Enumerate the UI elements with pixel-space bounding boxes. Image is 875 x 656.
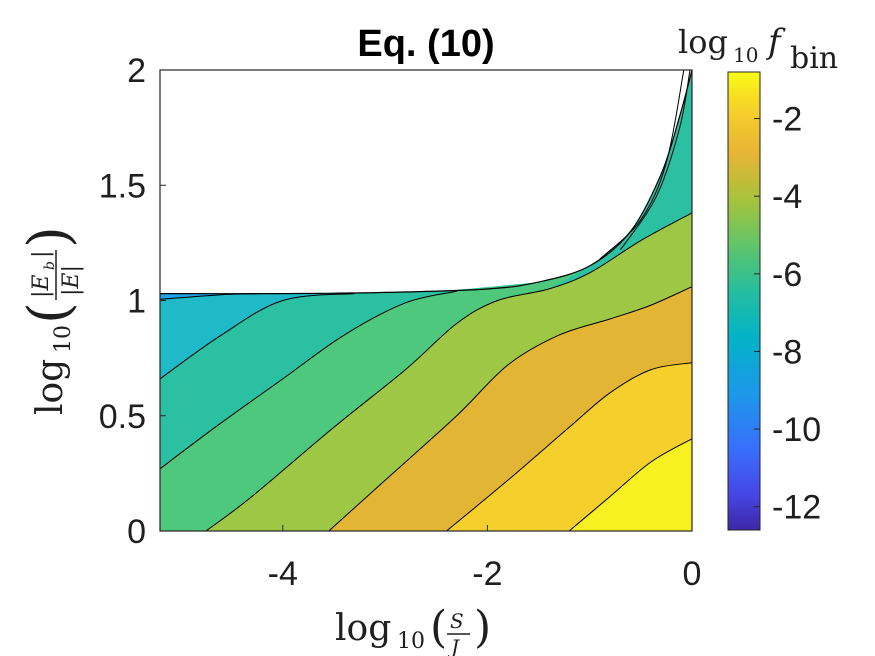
svg-text:b: b <box>42 261 58 270</box>
y-axis-ticks: 0 0.5 1 1.5 2 <box>99 52 166 551</box>
contour-bands <box>160 70 692 531</box>
svg-text:log: log <box>678 23 728 61</box>
region-boundary-line <box>160 70 692 295</box>
colorbar <box>727 71 761 531</box>
svg-text:|E: |E <box>29 275 54 298</box>
y-axis-label: log 10 ( |E b | |E| ) <box>17 226 84 415</box>
svg-text:(: ( <box>17 302 82 324</box>
svg-text:f: f <box>765 22 786 62</box>
colorbar-tick-label: -6 <box>772 256 802 294</box>
chart-title: Eq. (10) <box>357 23 494 65</box>
svg-text:|E|: |E| <box>59 265 84 296</box>
colorbar-tick-label: -8 <box>772 333 802 371</box>
colorbar-tick-label: -4 <box>772 178 802 216</box>
x-axis-ticks: -4 -2 0 <box>268 525 702 593</box>
svg-text:10: 10 <box>733 43 758 67</box>
svg-text:): ) <box>17 226 82 248</box>
x-axis-label: log 10 ( S J ) <box>335 602 491 656</box>
svg-text:|: | <box>29 251 54 258</box>
colorbar-ticks: -2 -4 -6 -8 -10 -12 <box>754 101 821 527</box>
contour-lines <box>160 70 692 531</box>
y-tick-label: 1.5 <box>99 167 146 205</box>
svg-text:bin: bin <box>790 41 838 76</box>
svg-text:10: 10 <box>397 629 425 654</box>
svg-text:): ) <box>474 602 491 653</box>
contour-line-3 <box>446 362 692 531</box>
svg-text:S: S <box>450 609 464 633</box>
contour-line-upper-2 <box>619 70 691 251</box>
contour-line-upper-1 <box>599 70 685 260</box>
svg-text:10: 10 <box>51 325 76 353</box>
contour-line-4 <box>328 286 692 531</box>
band-2 <box>160 438 692 531</box>
x-tick-label: -4 <box>268 555 298 593</box>
contour-line-5 <box>205 212 692 531</box>
contour-line-7 <box>160 293 355 380</box>
y-tick-label: 0.5 <box>99 398 146 436</box>
svg-text:log: log <box>335 608 391 649</box>
x-tick-label: -2 <box>472 555 502 593</box>
colorbar-tick-label: -10 <box>772 411 821 449</box>
svg-text:(: ( <box>430 602 447 653</box>
x-tick-label: 0 <box>683 555 702 593</box>
contour-line-2 <box>568 438 692 531</box>
y-tick-label: 0 <box>127 513 146 551</box>
band-3 <box>160 362 692 531</box>
colorbar-tick-label: -2 <box>772 101 802 139</box>
y-tick-label: 2 <box>127 52 146 90</box>
svg-text:log: log <box>30 359 71 415</box>
svg-text:J: J <box>447 635 460 656</box>
colorbar-tick-label: -12 <box>772 489 821 527</box>
colorbar-label: log 10 f bin <box>678 22 838 76</box>
y-tick-label: 1 <box>127 283 146 321</box>
contour-line-6 <box>160 290 457 470</box>
